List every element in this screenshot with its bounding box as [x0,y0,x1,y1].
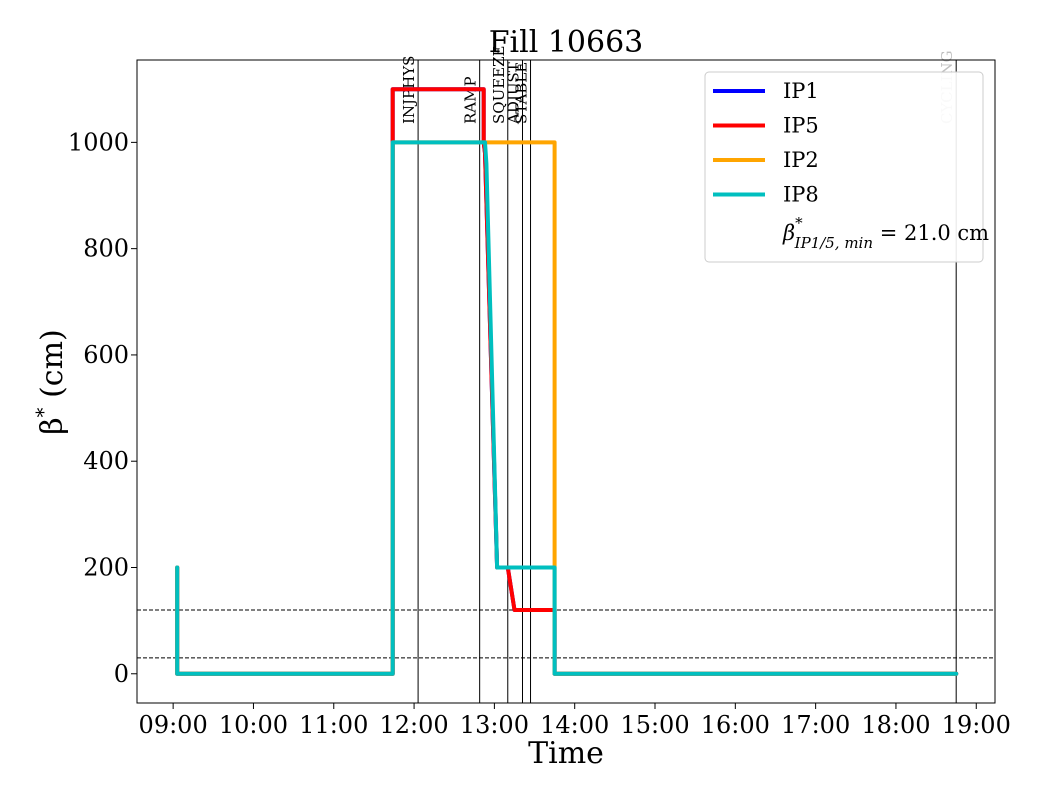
phase-label-squeeze: SQUEEZE [490,46,508,125]
series-line-ip8 [175,140,959,676]
y-tick-label: 600 [83,341,129,369]
y-tick-label: 0 [114,660,129,688]
y-axis-ticks: 0 200 400 600 800 1000 [68,128,137,688]
chart-title: Fill 10663 [489,25,644,60]
phase-label-stable: STABLE [513,62,531,124]
x-tick-label: 16:00 [701,711,770,739]
reference-lines [137,609,995,659]
chart-legend: IP1 IP5 IP2 IP8 β* IP1/5, min = 21.0 cm [704,71,989,263]
y-tick-label: 400 [83,447,129,475]
x-tick-label: 18:00 [861,711,930,739]
phase-markers: INJPHYSRAMPSQUEEZEADJUSTSTABLECYCLING [400,46,957,703]
y-tick-label: 1000 [68,128,129,156]
data-series [175,87,959,676]
legend-beta-min: β* IP1/5, min = 21.0 cm [782,214,989,252]
x-axis-ticks: 09:00 10:00 11:00 12:00 13:00 14:00 15:00 16:00… [139,703,1011,739]
x-tick-label: 09:00 [139,711,208,739]
x-tick-label: 11:00 [299,711,368,739]
legend-label-ip8: IP8 [783,183,819,207]
phase-label-adjust: ADJUST [504,62,522,125]
x-tick-label: 14:00 [540,711,609,739]
y-tick-label: 200 [83,553,129,581]
phase-label-ramp: RAMP [462,76,480,124]
x-tick-label: 19:00 [942,711,1011,739]
x-tick-label: 13:00 [460,711,529,739]
x-tick-label: 12:00 [379,711,448,739]
x-tick-label: 17:00 [781,711,850,739]
x-tick-label: 15:00 [620,711,689,739]
y-tick-label: 800 [83,235,129,263]
y-axis-label: β* (cm) [31,329,70,435]
legend-label-ip5: IP5 [783,114,819,138]
legend-label-ip2: IP2 [783,148,819,172]
legend-label-ip1: IP1 [783,79,819,103]
x-axis-label: Time [528,736,604,771]
legend-box [704,71,984,263]
x-tick-label: 10:00 [219,711,288,739]
plot-area-frame [136,59,996,704]
